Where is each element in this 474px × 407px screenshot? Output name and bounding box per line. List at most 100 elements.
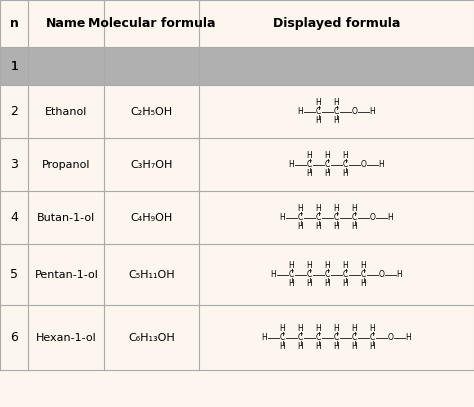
Text: C₂H₅OH: C₂H₅OH xyxy=(131,107,173,117)
Text: H: H xyxy=(343,261,348,270)
Bar xyxy=(0,138,474,191)
Text: H: H xyxy=(352,324,357,333)
Text: C: C xyxy=(298,333,303,342)
Text: H: H xyxy=(352,204,357,213)
Text: H: H xyxy=(298,324,303,333)
Text: H: H xyxy=(289,279,294,288)
Text: H: H xyxy=(343,169,348,178)
Text: H: H xyxy=(388,213,393,222)
Text: O: O xyxy=(361,160,366,169)
Text: 2: 2 xyxy=(10,105,18,118)
Text: Molecular formula: Molecular formula xyxy=(88,17,215,30)
Text: 6: 6 xyxy=(10,331,18,344)
Text: H: H xyxy=(316,98,321,107)
Text: H: H xyxy=(316,324,321,333)
Text: 3: 3 xyxy=(10,158,18,171)
Text: H: H xyxy=(307,169,312,178)
Text: H: H xyxy=(370,342,375,351)
Text: H: H xyxy=(406,333,411,342)
Text: Ethanol: Ethanol xyxy=(45,107,88,117)
Text: H: H xyxy=(289,160,294,169)
Text: H: H xyxy=(280,342,285,351)
Text: C: C xyxy=(307,270,312,279)
Text: C: C xyxy=(334,107,339,116)
Text: H: H xyxy=(361,279,366,288)
Text: H: H xyxy=(298,107,303,116)
Text: H: H xyxy=(298,222,303,231)
Text: H: H xyxy=(334,116,339,125)
Text: H: H xyxy=(352,222,357,231)
Text: C: C xyxy=(343,160,348,169)
Text: C₅H₁₁OH: C₅H₁₁OH xyxy=(128,270,175,280)
Text: Pentan-1-ol: Pentan-1-ol xyxy=(35,270,98,280)
Text: O: O xyxy=(370,213,375,222)
Text: H: H xyxy=(343,151,348,160)
Text: C: C xyxy=(352,333,357,342)
Text: C: C xyxy=(325,160,330,169)
Text: C: C xyxy=(316,213,321,222)
Text: 5: 5 xyxy=(10,268,18,281)
Text: H: H xyxy=(271,270,276,279)
Text: H: H xyxy=(334,324,339,333)
Text: 1: 1 xyxy=(10,60,18,72)
Bar xyxy=(0,85,474,138)
Text: H: H xyxy=(370,107,375,116)
Bar xyxy=(0,47,474,85)
Text: C₃H₇OH: C₃H₇OH xyxy=(130,160,173,170)
Text: H: H xyxy=(334,204,339,213)
Text: C: C xyxy=(316,333,321,342)
Text: C₆H₁₃OH: C₆H₁₃OH xyxy=(128,333,175,343)
Text: H: H xyxy=(316,116,321,125)
Text: C: C xyxy=(334,213,339,222)
Text: C: C xyxy=(298,213,303,222)
Text: H: H xyxy=(289,261,294,270)
Text: Name: Name xyxy=(46,17,87,30)
Text: Butan-1-ol: Butan-1-ol xyxy=(37,213,95,223)
Text: O: O xyxy=(379,270,384,279)
Text: 1: 1 xyxy=(10,60,18,72)
Text: H: H xyxy=(370,324,375,333)
Text: Displayed formula: Displayed formula xyxy=(273,17,400,30)
Text: H: H xyxy=(397,270,402,279)
Text: C: C xyxy=(307,160,312,169)
Text: C: C xyxy=(343,270,348,279)
Bar xyxy=(0,0,474,47)
Text: H: H xyxy=(325,169,330,178)
Text: H: H xyxy=(262,333,267,342)
Text: n: n xyxy=(10,17,18,30)
Text: C: C xyxy=(361,270,366,279)
Text: H: H xyxy=(334,98,339,107)
Text: C: C xyxy=(352,213,357,222)
Text: H: H xyxy=(307,151,312,160)
Text: C: C xyxy=(316,107,321,116)
Text: C: C xyxy=(370,333,375,342)
Text: H: H xyxy=(280,324,285,333)
Text: H: H xyxy=(352,342,357,351)
Text: H: H xyxy=(334,222,339,231)
Text: Hexan-1-ol: Hexan-1-ol xyxy=(36,333,97,343)
Text: H: H xyxy=(343,279,348,288)
Text: H: H xyxy=(325,261,330,270)
Text: O: O xyxy=(388,333,393,342)
Text: H: H xyxy=(316,342,321,351)
Text: H: H xyxy=(325,279,330,288)
Bar xyxy=(0,305,474,370)
Bar xyxy=(0,191,474,244)
Text: C₄H₉OH: C₄H₉OH xyxy=(130,213,173,223)
Text: H: H xyxy=(316,204,321,213)
Text: 4: 4 xyxy=(10,211,18,224)
Text: H: H xyxy=(298,204,303,213)
Text: H: H xyxy=(316,222,321,231)
Text: H: H xyxy=(307,279,312,288)
Text: C: C xyxy=(325,270,330,279)
Text: H: H xyxy=(379,160,384,169)
Text: H: H xyxy=(280,213,285,222)
Text: H: H xyxy=(298,342,303,351)
Bar xyxy=(0,244,474,305)
Text: Propanol: Propanol xyxy=(42,160,91,170)
Text: H: H xyxy=(325,151,330,160)
Text: H: H xyxy=(334,342,339,351)
Text: C: C xyxy=(334,333,339,342)
Text: H: H xyxy=(307,261,312,270)
Text: H: H xyxy=(361,261,366,270)
